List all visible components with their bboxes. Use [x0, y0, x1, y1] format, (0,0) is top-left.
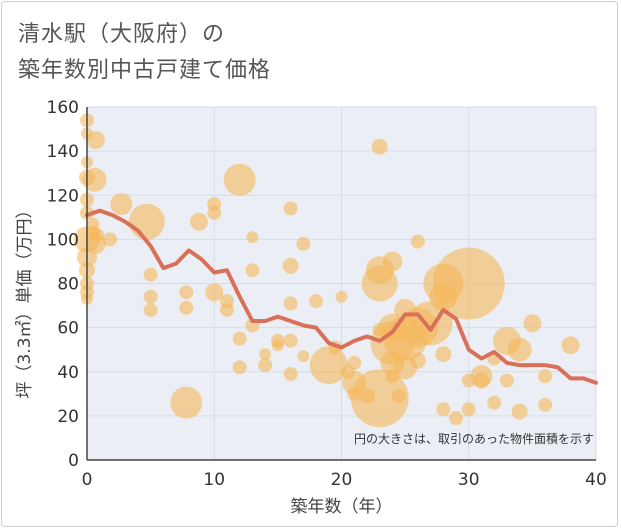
bubble-point — [391, 389, 406, 404]
bubble-point — [309, 346, 348, 385]
bubble-point — [189, 212, 208, 231]
bubble-point — [499, 373, 514, 388]
bubble-point — [309, 294, 324, 309]
x-tick-label: 40 — [585, 470, 607, 490]
axes — [86, 107, 596, 461]
bubble-point — [507, 337, 532, 362]
y-tick-label: 120 — [47, 186, 79, 206]
y-tick-label: 0 — [68, 451, 79, 471]
bubble-point — [170, 386, 203, 419]
x-tick-labels: 0 10 20 30 40 — [82, 470, 607, 490]
bubble-point — [282, 257, 299, 274]
bubble-size-note: 円の大きさは、取引のあった物件面積を示す — [354, 431, 594, 446]
bubble-point — [245, 263, 260, 278]
bubble-point — [435, 346, 452, 363]
bubble-point — [143, 267, 158, 282]
bubble-point — [487, 395, 502, 410]
x-tick-label: 20 — [331, 470, 353, 490]
bubble-point — [296, 236, 311, 251]
bubble-point — [283, 333, 298, 348]
bubble-point — [258, 358, 273, 373]
y-tick-label: 80 — [57, 275, 79, 295]
bubble-point — [259, 348, 272, 361]
x-axis-label: 築年数（年） — [291, 497, 393, 517]
bubble-point — [143, 289, 158, 304]
bubble-point — [179, 300, 194, 315]
bubble-point — [350, 369, 409, 428]
bubble-point — [143, 302, 158, 317]
bubble-point — [205, 283, 224, 302]
bubble-point — [297, 350, 310, 363]
bubble-point — [432, 247, 505, 320]
chart-title-line-1: 清水駅（大阪府）の — [18, 22, 226, 47]
bubble-series — [74, 113, 580, 428]
chart-title-line-2: 築年数別中古戸建て価格 — [18, 58, 272, 83]
bubble-point — [511, 403, 528, 420]
bubble-point — [219, 302, 234, 317]
bubble-point — [246, 231, 259, 244]
y-tick-label: 60 — [57, 319, 79, 339]
bubble-point — [361, 265, 398, 302]
bubble-point — [523, 314, 542, 333]
bubble-point — [461, 402, 476, 417]
x-tick-label: 10 — [203, 470, 225, 490]
bubble-point — [410, 234, 425, 249]
bubble-point — [110, 193, 133, 216]
bubble-point — [207, 205, 222, 220]
bubble-point — [283, 201, 298, 216]
y-tick-label: 40 — [57, 363, 79, 383]
bubble-point — [223, 163, 256, 196]
x-tick-label: 0 — [82, 470, 93, 490]
bubble-point — [538, 397, 553, 412]
bubble-point — [335, 290, 348, 303]
bubble-point — [86, 131, 105, 150]
bubble-point — [409, 352, 426, 369]
bubble-point — [90, 227, 105, 242]
bubble-point — [283, 296, 298, 311]
bubble-point — [283, 366, 298, 381]
average-price-line — [85, 208, 598, 385]
y-tick-labels: 0 20 40 60 80 100 120 140 160 — [47, 98, 79, 471]
bubble-point — [538, 369, 553, 384]
bubble-point — [436, 402, 451, 417]
bubble-point — [232, 360, 247, 375]
bubble-point — [232, 331, 247, 346]
bubble-point — [271, 339, 284, 352]
bubble-point — [128, 203, 165, 240]
y-tick-label: 140 — [47, 142, 79, 162]
bubble-point — [382, 251, 403, 272]
bubble-point — [371, 138, 388, 155]
bubble-point — [473, 372, 490, 389]
bubble-point — [561, 336, 580, 355]
bubble-point — [82, 167, 107, 192]
bubble-point — [347, 355, 362, 370]
x-tick-label: 30 — [458, 470, 480, 490]
bubble-point — [179, 285, 194, 300]
y-tick-label: 20 — [57, 407, 79, 427]
bubble-point — [449, 411, 464, 426]
y-tick-label: 100 — [47, 230, 79, 250]
y-axis-label: 坪（3.3㎡）単価（万円） — [15, 201, 35, 398]
bubble-point — [102, 232, 117, 247]
y-tick-label: 160 — [47, 98, 79, 118]
